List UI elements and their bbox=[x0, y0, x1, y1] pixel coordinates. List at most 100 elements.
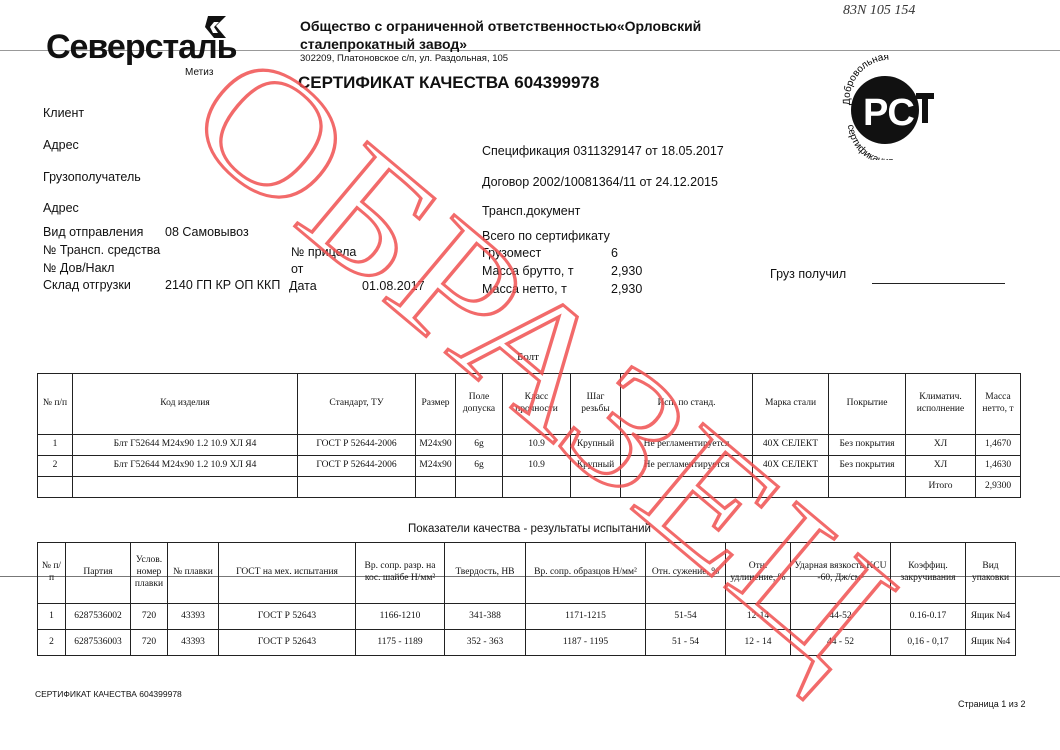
cell: 6g bbox=[455, 455, 503, 477]
product-table-header: № п/п Код изделия Стандарт, ТУ Размер По… bbox=[37, 373, 1021, 435]
cell: 40Х СЕЛЕКТ bbox=[752, 455, 829, 477]
warehouse-value: 2140 ГП КР ОП ККП bbox=[165, 278, 281, 292]
cell: 12-14 bbox=[725, 603, 791, 630]
cell: Блт Г52644 М24х90 1.2 10.9 ХЛ Я4 bbox=[72, 455, 298, 477]
cell: Крупный bbox=[570, 455, 621, 477]
logo-sub: Метиз bbox=[185, 67, 214, 78]
cell: 0,16 - 0,17 bbox=[890, 629, 966, 656]
cell: 6g bbox=[455, 434, 503, 456]
net-weight-label: Масса нетто, т bbox=[482, 282, 567, 296]
cell: 0.16-0.17 bbox=[890, 603, 966, 630]
cell: 1 bbox=[37, 434, 73, 456]
gross-weight-value: 2,930 bbox=[611, 264, 643, 278]
header-cell: Покрытие bbox=[828, 373, 906, 435]
from-label: от bbox=[291, 262, 304, 276]
cell: Не регламентируется bbox=[620, 434, 753, 456]
date-value: 01.08.2017 bbox=[362, 279, 425, 293]
scan-line bbox=[0, 50, 1060, 51]
cell: Ящик №4 bbox=[965, 603, 1016, 630]
handwritten-note: 83N 105 154 bbox=[843, 3, 916, 18]
cell: ГОСТ Р 52643 bbox=[218, 629, 356, 656]
cell: 51-54 bbox=[645, 603, 726, 630]
certificate-title: СЕРТИФИКАТ КАЧЕСТВА 604399978 bbox=[298, 73, 600, 92]
cell: ГОСТ Р 52644-2006 bbox=[297, 455, 416, 477]
header-cell: Вид упаковки bbox=[965, 542, 1016, 604]
cell: 720 bbox=[130, 629, 168, 656]
company-address: 302209, Платоновское с/п, ул. Раздольная… bbox=[300, 53, 509, 64]
cell: ГОСТ Р 52644-2006 bbox=[297, 434, 416, 456]
header-cell: Поле допуска bbox=[455, 373, 503, 435]
contract: Договор 2002/10081364/11 от 24.12.2015 bbox=[482, 175, 718, 189]
warehouse-label: Склад отгрузки bbox=[43, 278, 131, 292]
header-cell: Партия bbox=[65, 542, 131, 604]
places-label: Грузомест bbox=[482, 246, 542, 260]
header-cell: Услов. номер плавки bbox=[130, 542, 168, 604]
total-value: 2,9300 bbox=[975, 476, 1021, 498]
signature-line bbox=[872, 283, 1005, 284]
cell: Не регламентируется bbox=[620, 455, 753, 477]
header-cell: Исп. по станд. bbox=[620, 373, 753, 435]
date-label: Дата bbox=[289, 279, 317, 293]
company-name-line2: сталепрокатный завод» bbox=[300, 36, 468, 52]
cell: 1171-1215 bbox=[525, 603, 646, 630]
quality-table: № п/п Партия Услов. номер плавки № плавк… bbox=[37, 542, 1016, 656]
cell: 2 bbox=[37, 629, 66, 656]
cell: 1175 - 1189 bbox=[355, 629, 445, 656]
places-value: 6 bbox=[611, 246, 618, 260]
product-table-caption: Болт bbox=[517, 351, 539, 363]
consignee-label: Грузополучатель bbox=[43, 170, 141, 184]
cell: ХЛ bbox=[905, 455, 976, 477]
total-row: Итого 2,9300 bbox=[37, 476, 1021, 498]
header-cell: Твердость, НВ bbox=[444, 542, 526, 604]
table-row: 2 Блт Г52644 М24х90 1.2 10.9 ХЛ Я4 ГОСТ … bbox=[37, 455, 1021, 477]
product-table: № п/п Код изделия Стандарт, ТУ Размер По… bbox=[37, 373, 1021, 498]
header-cell: № п/п bbox=[37, 373, 73, 435]
footer-certificate: СЕРТИФИКАТ КАЧЕСТВА 604399978 bbox=[35, 689, 182, 699]
cell: 1166-1210 bbox=[355, 603, 445, 630]
cell: 1,4670 bbox=[975, 434, 1021, 456]
cell: Блт Г52644 М24х90 1.2 10.9 ХЛ Я4 bbox=[72, 434, 298, 456]
table-row: 1 6287536002 720 43393 ГОСТ Р 52643 1166… bbox=[37, 603, 1016, 630]
header-cell: Ударная вязкость KCU -60, Дж/см² bbox=[790, 542, 891, 604]
header-cell: ГОСТ на мех. испытания bbox=[218, 542, 356, 604]
total-label: Итого bbox=[905, 476, 976, 498]
header-cell: Вр. сопр. образцов Н/мм² bbox=[525, 542, 646, 604]
waybill-label: № Дов/Накл bbox=[43, 261, 115, 275]
cell: ХЛ bbox=[905, 434, 976, 456]
client-label: Клиент bbox=[43, 106, 85, 120]
cell: 720 bbox=[130, 603, 168, 630]
cell: 1187 - 1195 bbox=[525, 629, 646, 656]
header-cell: Отн. сужение, % bbox=[645, 542, 726, 604]
cell: Без покрытия bbox=[828, 455, 906, 477]
header-cell: Размер bbox=[415, 373, 456, 435]
cell: 12 - 14 bbox=[725, 629, 791, 656]
cell: 44 - 52 bbox=[790, 629, 891, 656]
cell: 6287536002 bbox=[65, 603, 131, 630]
header-cell: Вр. сопр. разр. на кос. шайбе Н/мм² bbox=[355, 542, 445, 604]
transport-doc-label: Трансп.документ bbox=[482, 204, 581, 218]
header-cell: № п/п bbox=[37, 542, 66, 604]
cell: 6287536003 bbox=[65, 629, 131, 656]
cell: 1 bbox=[37, 603, 66, 630]
cell: 43393 bbox=[167, 603, 219, 630]
cell: М24х90 bbox=[415, 434, 456, 456]
vehicle-label: № Трансп. средства bbox=[43, 243, 161, 257]
header-cell: Отн. удлинение, % bbox=[725, 542, 791, 604]
page-number: Страница 1 из 2 bbox=[958, 699, 1026, 709]
header-cell: Масса нетто, т bbox=[975, 373, 1021, 435]
quality-table-caption: Показатели качества - результаты испытан… bbox=[408, 523, 651, 535]
header-cell: Код изделия bbox=[72, 373, 298, 435]
address-label: Адрес bbox=[43, 138, 79, 152]
header-cell: Климатич. исполнение bbox=[905, 373, 976, 435]
header-cell: Коэффиц. закручивания bbox=[890, 542, 966, 604]
cell: 40Х СЕЛЕКТ bbox=[752, 434, 829, 456]
header-cell: Класс прочности bbox=[502, 373, 571, 435]
logo-text: Северсталь bbox=[46, 28, 238, 66]
company-name-line1: Общество с ограниченной ответственностью… bbox=[300, 18, 702, 34]
cell: ГОСТ Р 52643 bbox=[218, 603, 356, 630]
cell: 1,4630 bbox=[975, 455, 1021, 477]
cell: 44-52 bbox=[790, 603, 891, 630]
received-label: Груз получил bbox=[770, 267, 847, 281]
trailer-label: № прицела bbox=[291, 245, 357, 259]
